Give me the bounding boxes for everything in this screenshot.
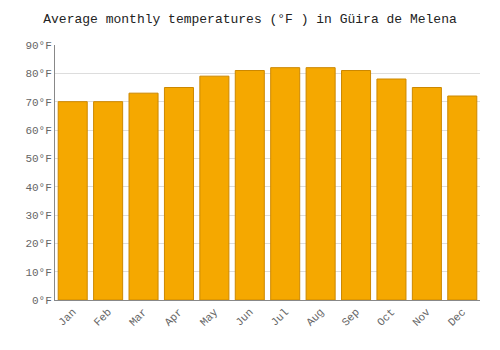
- svg-text:70°F: 70°F: [25, 97, 51, 109]
- svg-text:Average monthly temperatures (: Average monthly temperatures (°F ) in Gü…: [43, 12, 457, 27]
- svg-text:40°F: 40°F: [25, 182, 51, 194]
- svg-text:90°F: 90°F: [25, 40, 51, 52]
- svg-text:20°F: 20°F: [25, 238, 51, 250]
- svg-text:80°F: 80°F: [25, 68, 51, 80]
- svg-text:60°F: 60°F: [25, 125, 51, 137]
- svg-text:Aug: Aug: [304, 306, 326, 328]
- svg-text:Oct: Oct: [375, 306, 397, 328]
- svg-text:10°F: 10°F: [25, 267, 51, 279]
- svg-text:Jul: Jul: [269, 306, 291, 328]
- svg-text:Sep: Sep: [340, 306, 362, 328]
- svg-text:Apr: Apr: [162, 306, 184, 328]
- svg-text:Dec: Dec: [446, 306, 468, 328]
- svg-text:0°F: 0°F: [32, 295, 52, 307]
- svg-text:Jan: Jan: [56, 306, 78, 328]
- svg-text:Mar: Mar: [127, 306, 149, 328]
- svg-text:Feb: Feb: [92, 306, 114, 328]
- svg-text:Nov: Nov: [410, 306, 433, 329]
- svg-text:Jun: Jun: [233, 306, 255, 328]
- svg-text:50°F: 50°F: [25, 153, 51, 165]
- svg-text:May: May: [198, 306, 221, 329]
- svg-text:30°F: 30°F: [25, 210, 51, 222]
